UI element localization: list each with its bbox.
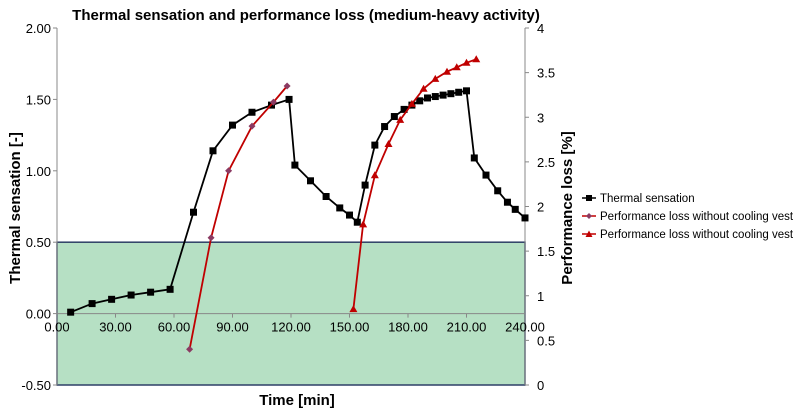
perf-loss-triangle-point	[443, 67, 451, 75]
y2-tick-label: 4	[537, 21, 544, 36]
y2-tick-label: 2.5	[537, 155, 555, 170]
legend-label: Performance loss without cooling vest	[600, 229, 794, 241]
thermal-point	[447, 90, 455, 98]
thermal-point	[307, 177, 314, 185]
y2-tick-label: 0	[537, 378, 544, 393]
perf-loss-diamond-point	[225, 167, 233, 175]
x-tick-label: 30.00	[99, 320, 132, 335]
thermal-point	[291, 161, 299, 169]
y2-tick-label: 2	[537, 200, 544, 215]
x-tick-label: 150.00	[330, 320, 370, 335]
thermal-point	[390, 113, 398, 121]
perf-loss-triangle-point	[462, 58, 471, 66]
x-tick-label: 60.00	[158, 320, 191, 335]
thermal-point	[88, 300, 96, 308]
y-tick-label: -0.50	[21, 378, 51, 393]
thermal-point	[416, 97, 424, 105]
perf-loss-diamond-point	[269, 98, 277, 106]
y2-tick-labels: 0 0.5 1 1.5 2 2.5 3 3.5 4	[525, 21, 555, 393]
thermal-point	[400, 105, 408, 113]
x-tick-label: 90.00	[216, 320, 249, 335]
perf-loss-triangle-point	[370, 171, 379, 179]
series-line-1	[188, 85, 288, 350]
series-group	[67, 55, 529, 353]
perf-loss-triangle-point	[431, 74, 440, 82]
thermal-point	[361, 181, 369, 189]
y-tick-label: 1.50	[26, 92, 51, 107]
thermal-point	[511, 205, 519, 213]
legend-marker	[586, 213, 592, 219]
legend-label: Thermal sensation	[600, 193, 695, 205]
perf-loss-diamond-point	[186, 345, 194, 353]
thermal-point	[463, 87, 470, 95]
thermal-point	[67, 308, 75, 316]
thermal-point	[482, 171, 490, 179]
thermal-point	[503, 198, 511, 206]
x-tick-label: 0.00	[44, 320, 69, 335]
thermal-point	[470, 154, 478, 162]
perf-loss-triangle-point	[349, 305, 358, 313]
perf-loss-diamond-point	[283, 82, 291, 90]
thermal-point	[521, 214, 529, 222]
x-axis-label: Time [min]	[259, 392, 335, 409]
thermal-point	[353, 218, 361, 226]
y-axis-label: Thermal sensation [-]	[7, 132, 24, 284]
perf-loss-triangle-point	[396, 115, 405, 123]
y2-tick-label: 3	[537, 110, 544, 125]
thermal-point	[371, 141, 379, 149]
perf-loss-diamond-point	[248, 122, 256, 130]
thermal-point	[229, 121, 236, 129]
thermal-point	[494, 187, 502, 195]
legend: Thermal sensation Performance loss withou…	[582, 193, 794, 241]
thermal-point	[248, 108, 256, 116]
y-tick-label: 1.00	[26, 164, 51, 179]
thermal-point	[322, 193, 330, 201]
perf-loss-diamond-point	[207, 234, 215, 242]
thermal-point	[439, 91, 447, 99]
perf-loss-triangle-point	[472, 55, 481, 63]
y-tick-label: 0.00	[26, 307, 51, 322]
thermal-point	[346, 211, 353, 219]
perf-loss-triangle-point	[452, 63, 461, 71]
perf-loss-triangle-point	[384, 140, 393, 148]
perf-loss-triangle-point	[419, 84, 428, 92]
thermal-point	[209, 147, 217, 155]
thermal-point	[190, 208, 197, 216]
thermal-point	[381, 123, 389, 131]
thermal-point	[336, 204, 344, 212]
thermal-point	[166, 285, 174, 293]
legend-marker	[586, 195, 592, 201]
y2-tick-label: 1.5	[537, 244, 555, 259]
thermal-point	[455, 88, 463, 96]
y2-axis-label: Performance loss [%]	[559, 131, 576, 284]
x-tick-labels: 0.00 30.00 60.00 90.00 120.00 150.00 180.00 210…	[44, 313, 545, 335]
chart-title: Thermal sensation and performance loss (…	[72, 7, 540, 24]
x-tick-label: 240.00	[505, 320, 545, 335]
thermal-point	[285, 95, 293, 103]
perf-loss-triangle-point	[359, 220, 368, 228]
legend-marker	[585, 230, 593, 237]
perf-loss-triangle-point	[407, 99, 416, 107]
x-tick-label: 180.00	[388, 320, 428, 335]
y2-tick-label: 0.5	[537, 333, 555, 348]
x-tick-label: 120.00	[271, 320, 311, 335]
y-tick-label: 2.00	[26, 21, 51, 36]
thermal-point	[431, 93, 439, 101]
y-tick-labels: -0.50 0.00 0.50 1.00 1.50 2.00	[21, 21, 57, 393]
y-tick-label: 0.50	[26, 235, 51, 250]
y2-tick-label: 1	[537, 289, 544, 304]
thermal-point	[127, 291, 135, 299]
thermal-point	[424, 94, 431, 102]
x-tick-label: 210.00	[447, 320, 487, 335]
legend-label: Performance loss without cooling vest	[600, 211, 794, 223]
y2-tick-label: 3.5	[537, 66, 555, 81]
thermal-point	[108, 295, 116, 303]
thermal-point	[147, 288, 155, 296]
